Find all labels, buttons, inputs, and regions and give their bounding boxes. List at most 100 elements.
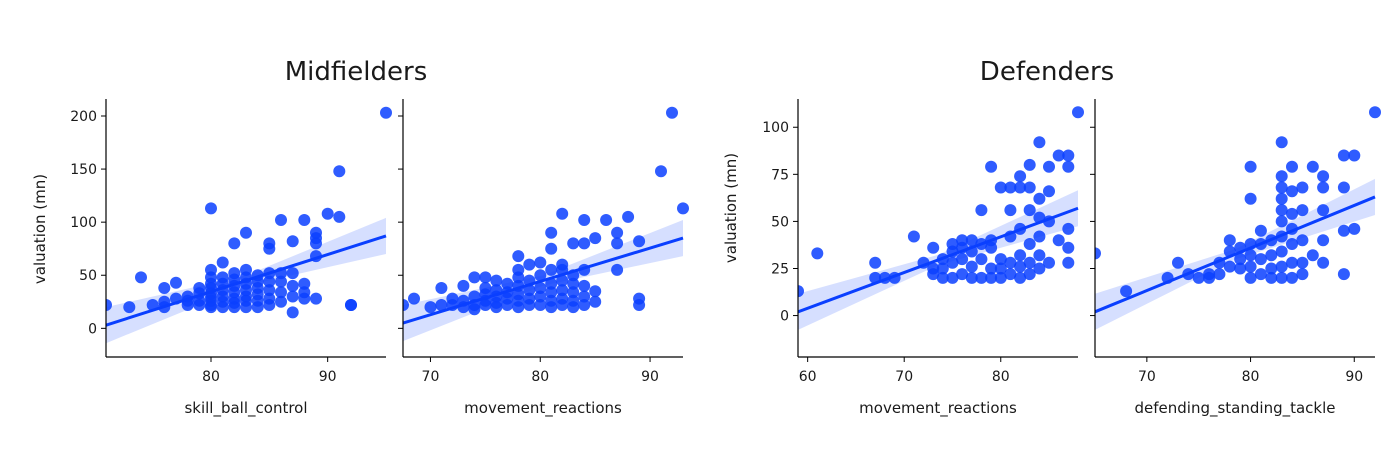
data-point bbox=[545, 242, 558, 255]
data-point bbox=[1275, 245, 1288, 258]
data-point bbox=[1072, 106, 1084, 119]
data-point bbox=[170, 276, 182, 289]
data-point bbox=[1275, 136, 1288, 149]
data-point bbox=[1023, 256, 1036, 269]
data-point bbox=[228, 237, 241, 250]
data-point bbox=[1275, 204, 1288, 217]
x-tick-label: 70 bbox=[1138, 369, 1156, 385]
data-point bbox=[567, 277, 580, 290]
data-point bbox=[975, 271, 988, 284]
data-point bbox=[1004, 268, 1017, 281]
panel-4: 70 80 90 defending_standing_tackle bbox=[1090, 99, 1381, 418]
panel-1: 0 50 100 150 200 80 90 skill_ball_control bbox=[70, 99, 392, 418]
x-tick-label: 80 bbox=[531, 369, 549, 385]
data-point bbox=[1348, 149, 1361, 162]
data-point bbox=[1254, 253, 1267, 266]
data-point bbox=[468, 271, 481, 284]
data-point bbox=[1014, 181, 1027, 194]
data-point bbox=[1120, 285, 1133, 298]
data-point bbox=[263, 284, 276, 297]
data-point bbox=[479, 271, 492, 284]
data-point bbox=[1286, 207, 1298, 220]
data-point bbox=[545, 286, 558, 299]
data-point bbox=[205, 263, 217, 276]
data-point bbox=[1172, 256, 1184, 269]
data-point bbox=[446, 292, 459, 305]
data-point bbox=[263, 237, 276, 250]
y-tick-label: 75 bbox=[771, 167, 789, 183]
data-point bbox=[298, 277, 311, 290]
data-point bbox=[1014, 260, 1027, 273]
data-point bbox=[1014, 170, 1027, 183]
data-point bbox=[298, 214, 311, 226]
data-point bbox=[1192, 271, 1205, 284]
data-point bbox=[1244, 260, 1257, 273]
data-point bbox=[501, 277, 514, 290]
x-tick-label: 80 bbox=[1242, 369, 1260, 385]
defenders-ylabel: valuation (mn) bbox=[722, 153, 740, 263]
data-point bbox=[1317, 170, 1330, 183]
regression-line bbox=[106, 234, 387, 327]
y-tick-label: 50 bbox=[79, 268, 97, 284]
data-point bbox=[298, 286, 311, 299]
data-point bbox=[956, 268, 969, 281]
data-point bbox=[956, 253, 969, 266]
data-point bbox=[1213, 268, 1226, 281]
data-point bbox=[512, 288, 525, 301]
data-point bbox=[1023, 158, 1036, 171]
data-point bbox=[946, 238, 959, 250]
data-point bbox=[1062, 241, 1075, 254]
data-point bbox=[275, 275, 287, 288]
data-point bbox=[666, 106, 678, 119]
data-point bbox=[457, 279, 470, 292]
data-point bbox=[1275, 181, 1288, 194]
regression-line bbox=[403, 236, 684, 325]
x-axis-label: skill_ball_control bbox=[184, 399, 307, 418]
data-point bbox=[975, 204, 988, 217]
data-point bbox=[534, 290, 547, 303]
data-point bbox=[1095, 247, 1101, 260]
data-point bbox=[1033, 262, 1046, 275]
data-point bbox=[1203, 268, 1216, 281]
data-point bbox=[216, 271, 229, 284]
data-point bbox=[435, 299, 448, 311]
data-point bbox=[1052, 234, 1065, 247]
plot-area bbox=[106, 106, 392, 344]
y-tick-label: 0 bbox=[780, 309, 789, 325]
data-point bbox=[545, 226, 558, 239]
data-point bbox=[985, 160, 998, 173]
panel-2: 70 80 90 movement_reactions bbox=[398, 99, 689, 418]
data-point bbox=[907, 230, 920, 243]
data-point bbox=[512, 250, 525, 263]
data-point bbox=[275, 295, 287, 308]
data-point bbox=[435, 282, 448, 294]
data-point bbox=[321, 207, 334, 220]
data-point bbox=[1296, 268, 1309, 281]
data-point bbox=[567, 237, 580, 250]
data-point bbox=[1254, 268, 1267, 281]
data-point bbox=[798, 285, 804, 298]
data-point bbox=[965, 234, 978, 247]
data-point bbox=[424, 301, 437, 314]
data-point bbox=[1033, 249, 1046, 262]
data-point bbox=[811, 247, 824, 260]
data-point bbox=[633, 292, 646, 305]
data-point bbox=[1062, 222, 1075, 235]
data-point bbox=[275, 286, 287, 299]
data-point bbox=[1337, 224, 1350, 237]
defenders-title: Defenders bbox=[980, 57, 1114, 87]
midfielders-ylabel: valuation (mn) bbox=[31, 174, 49, 284]
data-point bbox=[545, 277, 558, 290]
data-point bbox=[534, 299, 547, 311]
y-tick-label: 150 bbox=[70, 162, 97, 178]
data-point bbox=[1023, 204, 1036, 217]
data-point bbox=[403, 299, 409, 311]
y-tick-label: 25 bbox=[771, 261, 789, 277]
data-point bbox=[523, 292, 536, 305]
data-point bbox=[123, 301, 136, 314]
data-point bbox=[589, 285, 602, 298]
data-point bbox=[1275, 215, 1288, 228]
data-point bbox=[578, 290, 591, 303]
x-tick-label: 80 bbox=[992, 369, 1010, 385]
data-point bbox=[1286, 271, 1298, 284]
